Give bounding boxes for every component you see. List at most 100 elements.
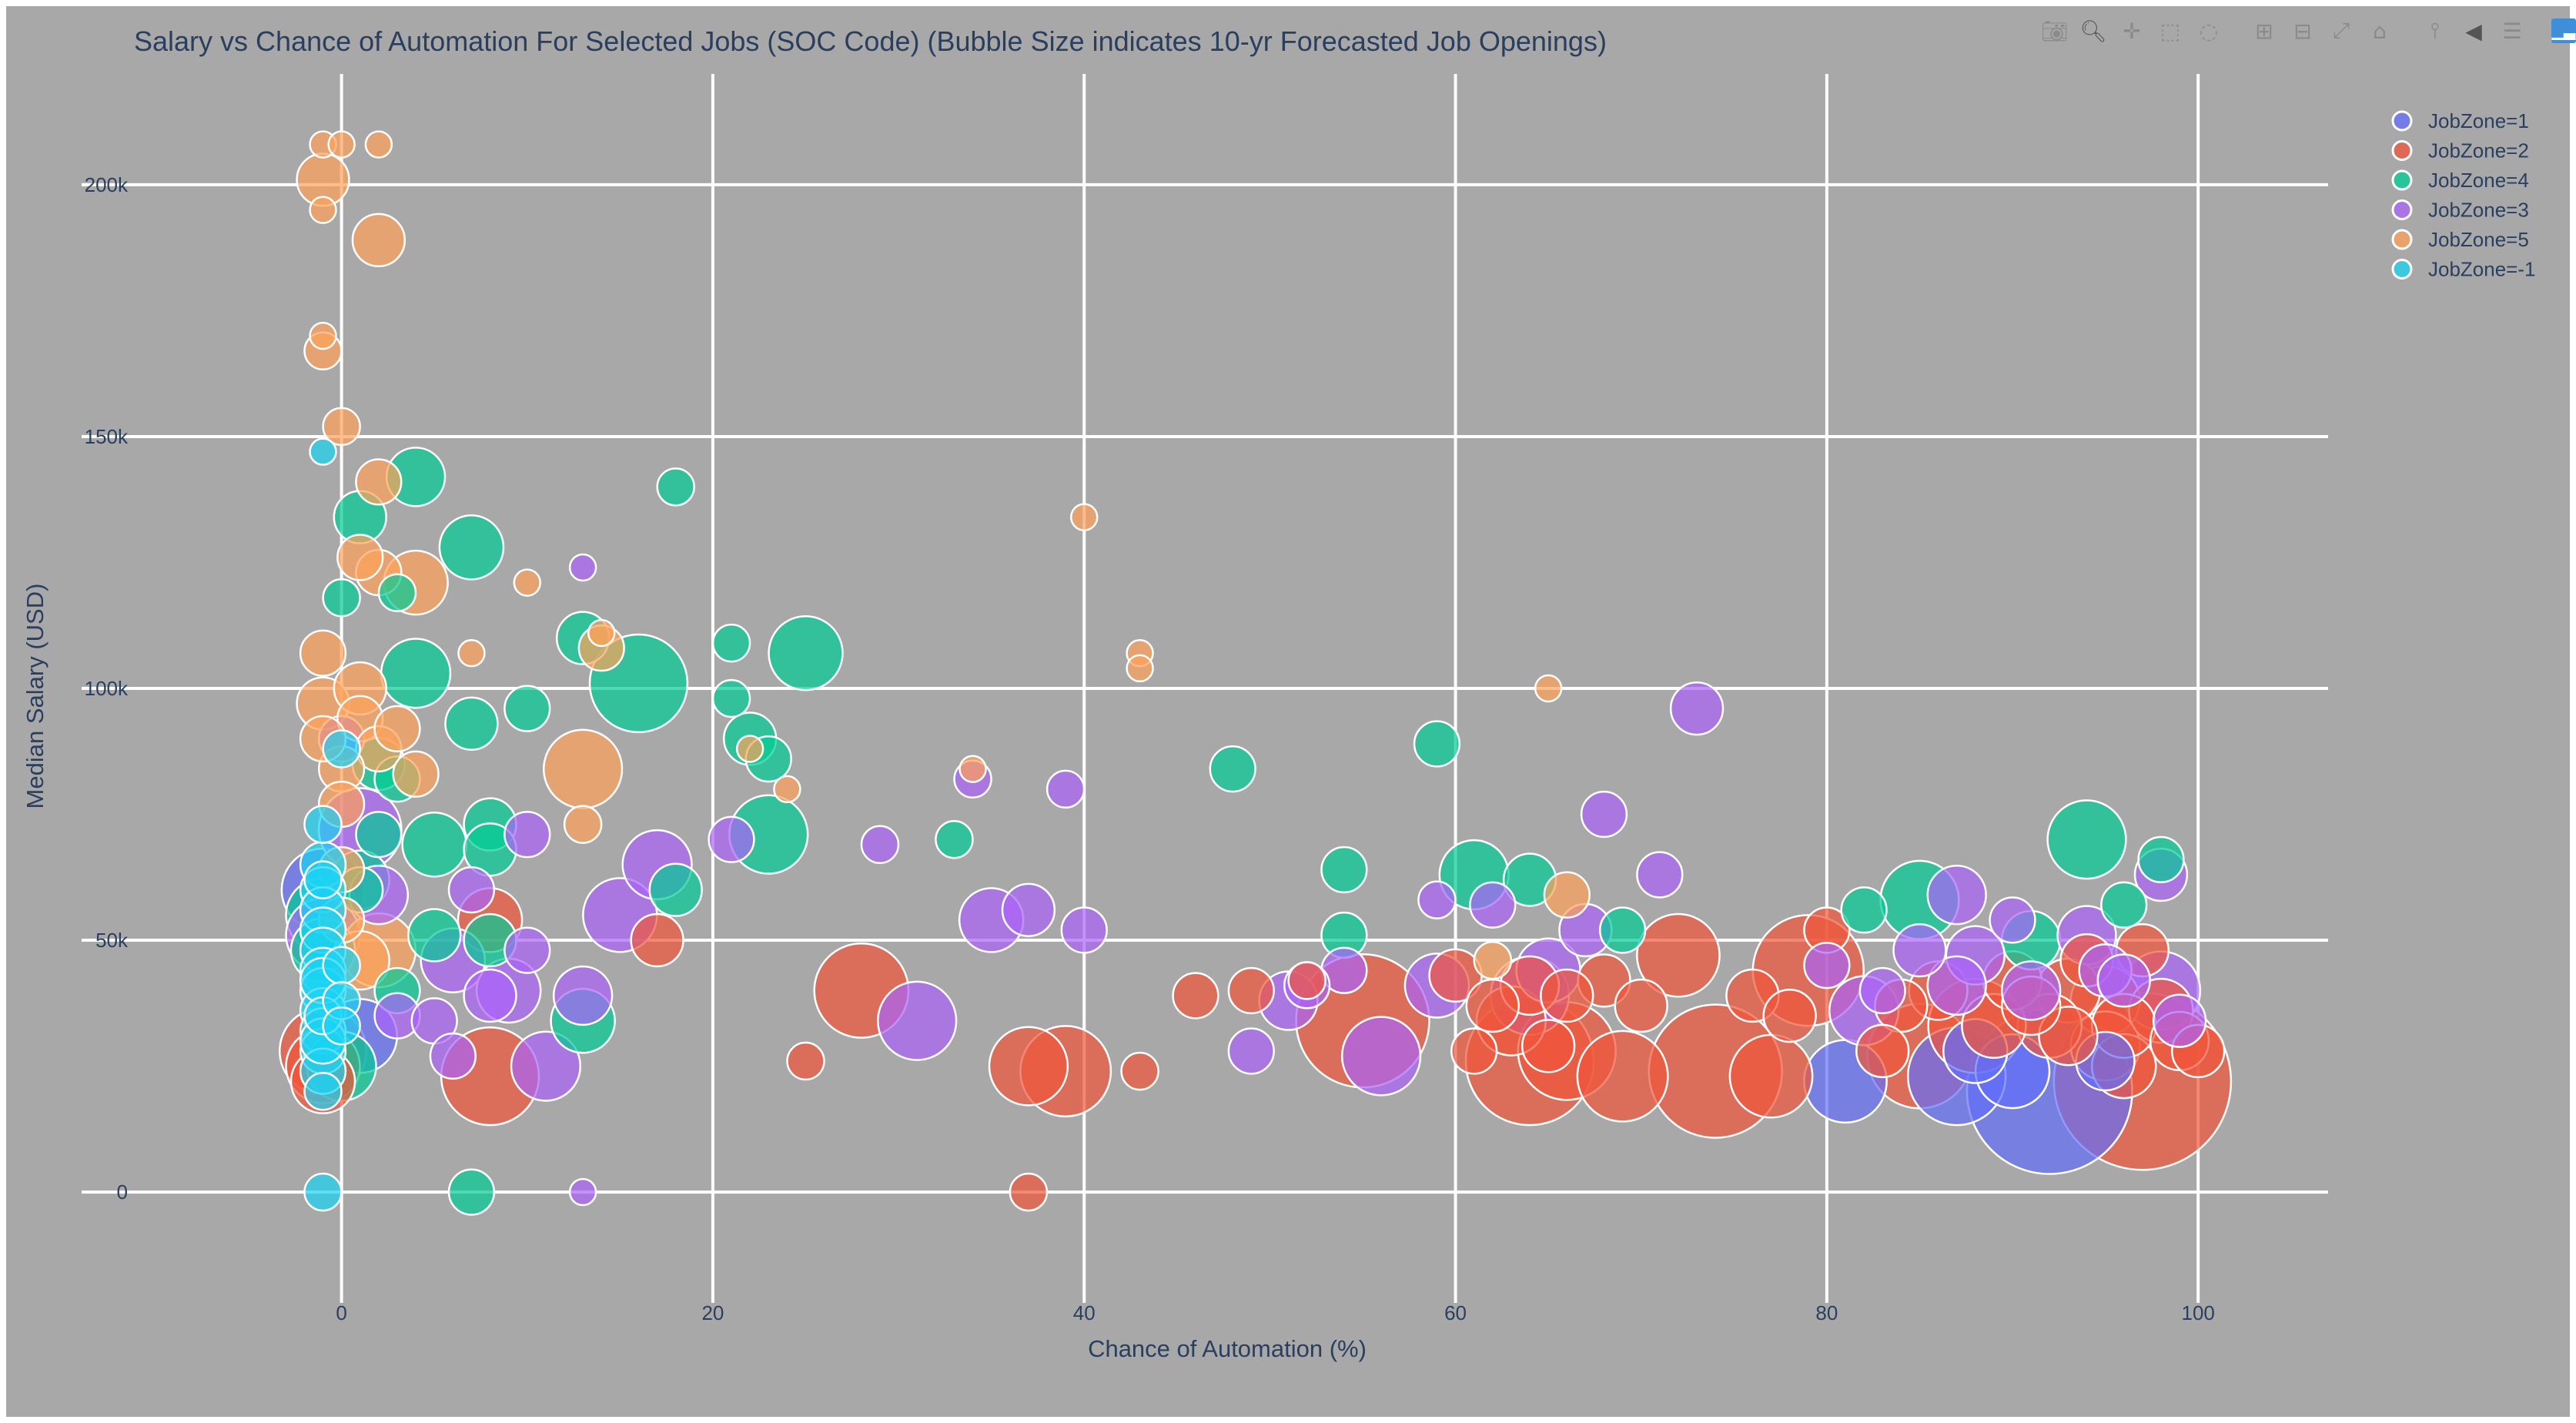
data-point-jobzone-4[interactable] [711,623,751,663]
data-point-jobzone-4[interactable] [322,578,361,618]
data-point-jobzone-4[interactable] [1413,720,1461,768]
data-point-jobzone-4[interactable] [401,811,467,878]
data-point-jobzone-3[interactable] [1417,880,1457,919]
data-point-jobzone-3[interactable] [1045,769,1086,809]
zoom-out-icon[interactable]: ⊟ [2293,18,2312,44]
data-point-jobzone-5[interactable] [373,705,421,752]
legend-item[interactable]: JobZone=1 [2391,109,2529,132]
data-point-jobzone-2[interactable] [1540,968,1594,1023]
data-point-jobzone-3[interactable] [1001,882,1056,937]
data-point-jobzone-2[interactable] [1614,978,1668,1033]
data-point-jobzone-5[interactable] [563,805,603,844]
data-point-jobzone-3[interactable] [1892,922,1947,978]
box-select-icon[interactable]: ⬚ [2159,18,2181,44]
spike-lines-icon[interactable]: ⫯ [2430,18,2441,43]
data-point-jobzone-4[interactable] [407,908,462,963]
data-point-jobzone-5[interactable] [322,407,361,447]
data-point-jobzone-3[interactable] [1340,1016,1422,1097]
legend-item[interactable]: JobZone=5 [2391,228,2529,251]
data-point-jobzone-1[interactable] [303,805,343,844]
data-point-jobzone-3[interactable] [860,825,900,865]
data-point-jobzone-4[interactable] [768,614,844,691]
data-point-jobzone-1[interactable] [322,729,361,768]
data-point-jobzone-4[interactable] [1209,745,1256,793]
data-point-jobzone-2[interactable] [786,1041,825,1081]
data-point-jobzone-5[interactable] [1534,674,1563,703]
data-point-jobzone-5[interactable] [513,568,541,597]
data-point-jobzone-2[interactable] [988,1026,1069,1107]
data-point-jobzone-3[interactable] [1803,942,1851,989]
data-point-jobzone-3[interactable] [1989,896,2036,944]
data-point-jobzone-4[interactable] [503,685,551,732]
plotly-logo-icon[interactable]: ▁▃ [2551,18,2576,43]
data-point-jobzone-5[interactable] [542,728,624,809]
data-point-jobzone-4[interactable] [2100,881,2148,929]
data-point-jobzone-3[interactable] [447,866,496,914]
data-point-jobzone-3[interactable] [568,1177,597,1207]
data-point-jobzone-4[interactable] [935,819,974,859]
data-point-jobzone-4[interactable] [447,1168,496,1216]
data-point-jobzone-3[interactable] [503,926,551,974]
data-point-jobzone-5[interactable] [1473,940,1513,980]
data-point-jobzone-2[interactable] [1576,1030,1669,1123]
data-point-jobzone-4[interactable] [355,811,403,859]
data-point-jobzone-5[interactable] [587,618,616,648]
data-point-jobzone-3[interactable] [2152,993,2207,1048]
data-point-jobzone-5[interactable] [336,534,384,581]
data-point-jobzone-3[interactable] [708,815,755,863]
data-point-jobzone-2[interactable] [1120,1051,1159,1091]
data-point-jobzone-3[interactable] [463,968,517,1023]
data-point-jobzone-5[interactable] [1543,871,1591,919]
data-point-jobzone-3[interactable] [1580,790,1628,839]
data-point-jobzone-3[interactable] [1227,1027,1275,1075]
data-point-jobzone-1[interactable] [303,1172,343,1212]
legend-item[interactable]: JobZone=2 [2391,139,2529,162]
data-point-jobzone-4[interactable] [377,573,417,612]
data-point-jobzone-4[interactable] [711,678,751,718]
data-point-jobzone-3[interactable] [1669,681,1725,736]
pan-icon[interactable]: ✛ [2123,18,2141,44]
data-point-jobzone-5[interactable] [958,755,987,783]
legend-item[interactable]: JobZone=4 [2391,169,2529,192]
zoom-icon[interactable]: 🔍︎ [2079,18,2107,44]
lasso-icon[interactable]: ◌ [2199,18,2219,44]
data-point-jobzone-4[interactable] [438,514,505,581]
data-point-jobzone-2[interactable] [1521,1019,1576,1073]
data-point-jobzone-3[interactable] [877,980,958,1061]
data-point-jobzone-3[interactable] [1926,865,1987,926]
data-point-jobzone-3[interactable] [510,1030,582,1102]
data-point-jobzone-3[interactable] [2096,953,2151,1008]
data-point-jobzone-5[interactable] [327,130,356,159]
data-point-jobzone-5[interactable] [392,750,440,798]
data-point-jobzone-2[interactable] [630,912,684,968]
data-point-jobzone-5[interactable] [1126,654,1154,683]
data-point-jobzone-3[interactable] [1926,955,1987,1016]
data-point-jobzone-5[interactable] [309,196,337,224]
data-point-jobzone-5[interactable] [309,321,337,350]
zoom-in-icon[interactable]: ⊞ [2255,18,2273,44]
data-point-jobzone-5[interactable] [735,735,764,763]
data-point-jobzone-1[interactable] [309,437,337,466]
data-point-jobzone-5[interactable] [299,629,347,677]
data-point-jobzone-2[interactable] [1762,988,1817,1043]
data-point-jobzone-4[interactable] [648,862,703,917]
data-point-jobzone-3[interactable] [568,553,597,582]
data-point-jobzone-3[interactable] [1858,966,1906,1015]
data-point-jobzone-5[interactable] [1070,503,1099,531]
data-point-jobzone-2[interactable] [1227,966,1275,1015]
data-point-jobzone-5[interactable] [457,639,486,668]
data-point-jobzone-3[interactable] [429,1032,477,1080]
autoscale-icon[interactable]: ⤢ [2332,18,2350,43]
data-point-jobzone-4[interactable] [1598,906,1647,954]
data-point-jobzone-1[interactable] [322,946,361,985]
data-point-jobzone-4[interactable] [1320,845,1368,894]
data-point-jobzone-1[interactable] [303,860,343,899]
data-point-jobzone-2[interactable] [1855,1023,1910,1079]
data-point-jobzone-2[interactable] [1009,1172,1049,1212]
data-point-jobzone-1[interactable] [322,1006,361,1046]
data-point-jobzone-5[interactable] [364,130,393,159]
data-point-jobzone-2[interactable] [1636,912,1721,998]
data-point-jobzone-2[interactable] [1172,972,1219,1020]
hover-closest-icon[interactable]: ◀ [2465,18,2482,44]
data-point-jobzone-4[interactable] [444,696,499,751]
